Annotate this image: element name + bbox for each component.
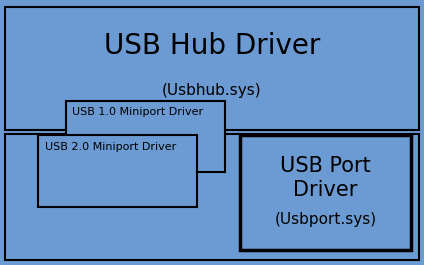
Text: (Usbhub.sys): (Usbhub.sys) [162, 83, 262, 98]
Text: USB 1.0 Miniport Driver: USB 1.0 Miniport Driver [72, 107, 203, 117]
Bar [66, 101, 225, 172]
Text: USB Port: USB Port [280, 156, 371, 176]
Text: (Usbport.sys): (Usbport.sys) [274, 212, 377, 227]
Text: USB 2.0 Miniport Driver: USB 2.0 Miniport Driver [45, 142, 176, 152]
Text: USB Hub Driver: USB Hub Driver [104, 32, 320, 60]
Text: Driver: Driver [293, 180, 357, 200]
Bar [38, 135, 197, 207]
Bar [240, 135, 411, 250]
Bar [5, 7, 419, 130]
Bar [5, 134, 419, 260]
